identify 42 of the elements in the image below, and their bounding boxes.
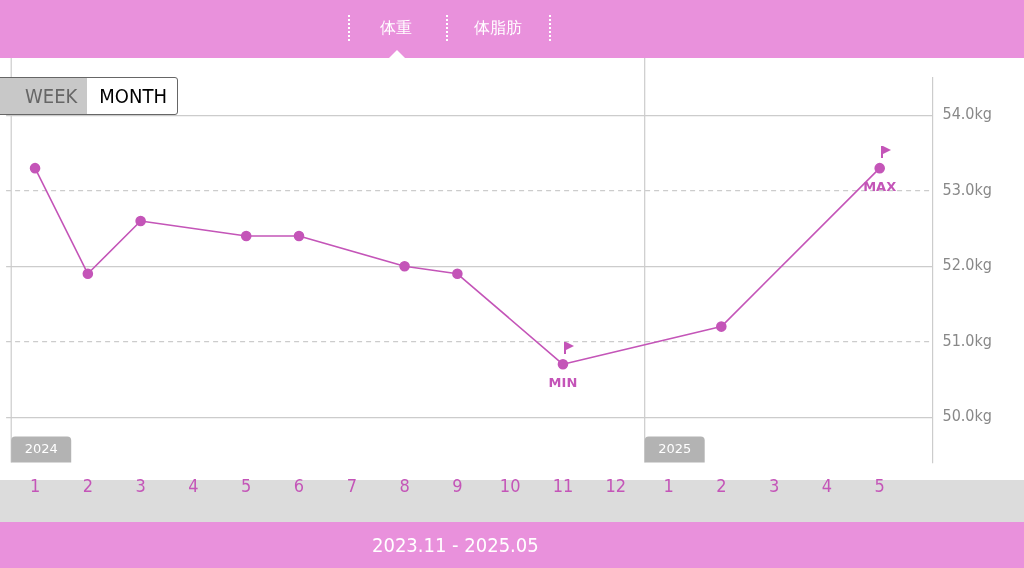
text: 体重 — [380, 17, 412, 39]
x-tick-label: 5 — [874, 474, 885, 496]
y-tick-label: 53.0kg — [942, 179, 992, 199]
x-tick-label: 11 — [552, 474, 574, 496]
text: 体脂肪 — [474, 17, 522, 39]
point — [82, 268, 94, 280]
y-tick-label: 54.0kg — [942, 104, 992, 124]
x-tick-label: 4 — [188, 474, 199, 496]
ref-line-label: 2024 — [24, 440, 58, 456]
x-tick-label: 10 — [499, 474, 521, 496]
x-tick-label: 6 — [293, 474, 305, 496]
annotation: MIN — [548, 374, 578, 390]
point — [874, 162, 885, 174]
x-tick-label: 2 — [82, 474, 93, 496]
x-tick-label: 3 — [135, 474, 146, 496]
point — [29, 162, 41, 174]
x-tick-label: 5 — [241, 474, 252, 496]
y-tick-label: 50.0kg — [942, 406, 992, 426]
x-tick-label: 2 — [716, 474, 727, 496]
x-tick-label: 3 — [768, 474, 780, 496]
annotation: WEEK — [0, 78, 88, 114]
point — [240, 230, 252, 242]
point — [716, 321, 727, 332]
text: 2023.11 - 2025.05 — [372, 533, 539, 557]
y-tick-label: 51.0kg — [942, 330, 992, 350]
point — [557, 359, 569, 370]
annotation: MONTH — [98, 83, 168, 110]
point — [399, 260, 410, 272]
y-tick-label: 52.0kg — [942, 255, 992, 275]
x-tick-label: 4 — [821, 474, 833, 496]
x-tick-label: 9 — [452, 474, 463, 496]
point — [293, 230, 305, 242]
annotation: MAX — [863, 178, 897, 194]
point — [452, 268, 463, 280]
point — [135, 215, 146, 227]
week-month-toggle: WEEK MONTH — [0, 77, 178, 115]
x-tick-label: 12 — [605, 474, 627, 496]
x-tick-label: 1 — [663, 474, 674, 496]
x-tick-label: 7 — [346, 474, 357, 496]
ref-line-label: 2025 — [658, 440, 692, 456]
x-tick-label: 1 — [29, 474, 41, 496]
x-tick-label: 8 — [399, 474, 410, 496]
